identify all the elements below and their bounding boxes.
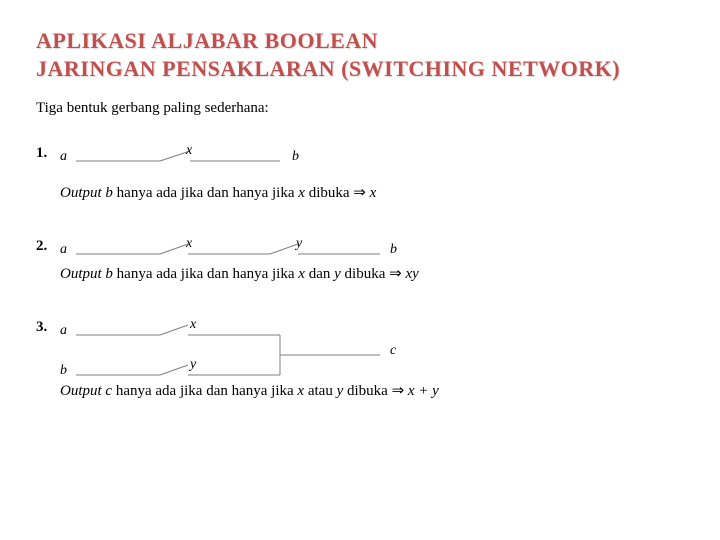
item-3-description: Output c hanya ada jika dan hanya jika x… — [60, 381, 684, 400]
gate-item-3: 3. a b x y c Output c hanya — [36, 319, 684, 400]
item-2-description: Output b hanya ada jika dan hanya jika x… — [60, 264, 684, 283]
title-line-2: JARINGAN PENSAKLARAN (SWITCHING NETWORK) — [36, 56, 684, 82]
label-b: b — [292, 149, 299, 165]
intro-text: Tiga bentuk gerbang paling sederhana: — [36, 100, 684, 117]
label-x: x — [186, 143, 192, 159]
gate-item-1: 1. a x b Output b hanya ada jika dan han… — [36, 145, 684, 202]
gate-item-2: 2. a x y b Output b hanya ada jika dan h… — [36, 238, 684, 283]
item-3-number: 3. — [36, 319, 60, 336]
title-line-1: APLIKASI ALJABAR BOOLEAN — [36, 28, 684, 54]
switch-diagram-1: a x b — [60, 145, 340, 169]
item-1-description: Output b hanya ada jika dan hanya jika x… — [60, 183, 684, 202]
label-x-3: x — [190, 317, 196, 333]
item-2-number: 2. — [36, 238, 60, 255]
label-b-2: b — [390, 242, 397, 258]
label-y-3: y — [190, 357, 196, 373]
label-x-2: x — [186, 236, 192, 252]
item-1-number: 1. — [36, 145, 60, 162]
switch-diagram-3: a b x y c — [60, 319, 440, 379]
label-y-2: y — [296, 236, 302, 252]
switch-svg-2 — [60, 238, 420, 262]
switch-diagram-2: a x y b — [60, 238, 420, 262]
label-c-3: c — [390, 343, 396, 359]
switch-svg-3 — [60, 319, 440, 381]
